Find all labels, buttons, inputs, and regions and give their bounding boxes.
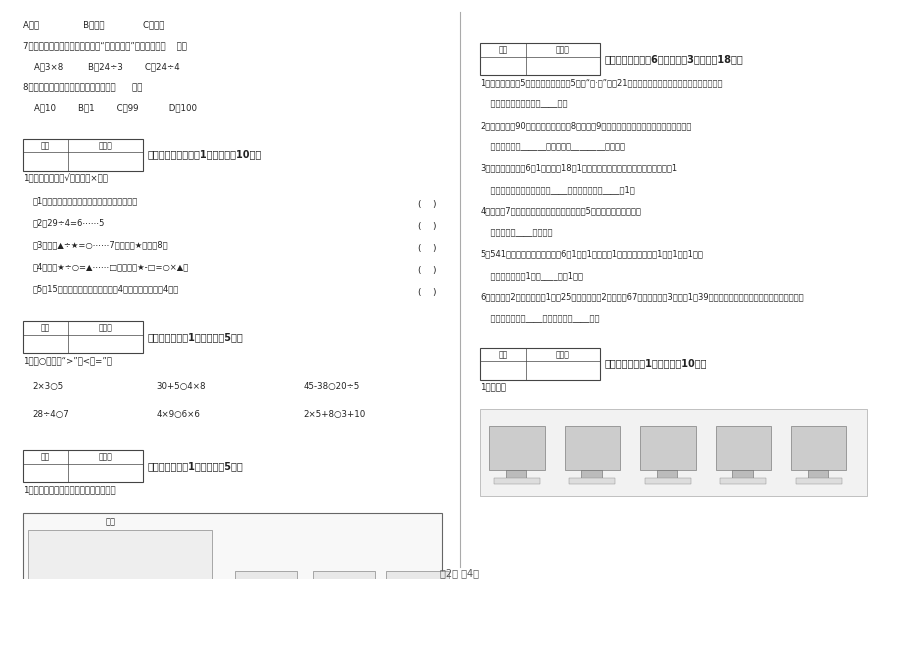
Text: 答：小红看了______页，还剩下________页没看。: 答：小红看了______页，还剩下________页没看。	[480, 142, 625, 151]
Bar	[23, 450, 142, 482]
Text: (    ): ( )	[418, 200, 437, 209]
Bar	[23, 321, 142, 353]
Text: 1、请你连一连，下面分别是谁看到的？: 1、请你连一连，下面分别是谁看到的？	[23, 485, 116, 494]
Text: 得分: 得分	[41, 141, 51, 150]
Bar	[28, 530, 211, 649]
Text: （5）15个人乘船过河，每次可过去4人，全部过去需要4次。: （5）15个人乘船过河，每次可过去4人，全部过去需要4次。	[32, 285, 178, 294]
Bar	[505, 469, 526, 478]
Text: 1、判断（对的打√，错的打×）。: 1、判断（对的打√，错的打×）。	[23, 174, 108, 183]
Text: 答：三年级订了____份，四年级订____份。: 答：三年级订了____份，四年级订____份。	[480, 314, 599, 323]
Text: 答：第二天卖的是第一天的____倍，两天共卖出____符1。: 答：第二天卖的是第一天的____倍，两天共卖出____符1。	[480, 185, 634, 194]
Text: 4×9○6×6: 4×9○6×6	[156, 410, 200, 419]
Text: 得分: 得分	[41, 324, 51, 333]
Bar	[732, 469, 752, 478]
Text: (    ): ( )	[418, 266, 437, 275]
Text: 评卷人: 评卷人	[98, 324, 112, 333]
Text: 小红: 小红	[106, 517, 116, 526]
Circle shape	[389, 629, 405, 640]
Text: 五、判断对与错（共1大题，共计10分）: 五、判断对与错（共1大题，共计10分）	[147, 150, 261, 159]
Text: 评卷人: 评卷人	[98, 141, 112, 150]
Text: 评卷人: 评卷人	[555, 350, 569, 359]
Text: A．米                B．分米              C．千米: A．米 B．分米 C．千米	[23, 20, 165, 29]
Text: 得分: 得分	[498, 46, 507, 55]
Bar	[234, 571, 297, 629]
Text: 八、解决问题（共6小题，每颙3分，共计18分）: 八、解决问题（共6小题，每颙3分，共计18分）	[604, 54, 743, 64]
Bar	[480, 44, 599, 75]
Bar	[312, 571, 375, 629]
Text: 得分: 得分	[41, 452, 51, 462]
Text: 评卷人: 评卷人	[98, 452, 112, 462]
Text: （3）如果▲÷★=○⋯⋯7，那么，★最小是8。: （3）如果▲÷★=○⋯⋯7，那么，★最小是8。	[32, 241, 167, 250]
Text: 2×3○5: 2×3○5	[32, 382, 63, 391]
Text: 七、连一连（共1大题，共计5分）: 七、连一连（共1大题，共计5分）	[147, 461, 243, 471]
Bar	[795, 478, 841, 484]
Text: (    ): ( )	[418, 244, 437, 253]
Circle shape	[315, 629, 332, 640]
Circle shape	[270, 629, 287, 640]
Bar	[569, 478, 615, 484]
Text: 7、下列算式中，不能用乘法口诀“三八二十四”来计算的是（    ）。: 7、下列算式中，不能用乘法口诀“三八二十四”来计算的是（ ）。	[23, 41, 187, 50]
Text: （2）29÷4=6⋯⋯5: （2）29÷4=6⋯⋯5	[32, 219, 105, 228]
Bar	[656, 469, 676, 478]
Text: 第2页 兲4页: 第2页 兲4页	[440, 569, 479, 578]
Bar	[581, 469, 601, 478]
Text: 45-38○20÷5: 45-38○20÷5	[303, 382, 359, 391]
Circle shape	[348, 629, 365, 640]
Text: 30+5○4×8: 30+5○4×8	[156, 382, 206, 391]
Bar	[644, 478, 690, 484]
Bar	[386, 571, 448, 629]
Text: 评卷人: 评卷人	[555, 46, 569, 55]
Bar	[715, 426, 770, 469]
Text: (    ): ( )	[418, 288, 437, 297]
Text: A．3×8         B．24÷3        C．24÷4: A．3×8 B．24÷3 C．24÷4	[23, 62, 179, 71]
Text: 六、比一比（共1大题，共计5分）: 六、比一比（共1大题，共计5分）	[147, 332, 243, 342]
Circle shape	[237, 629, 254, 640]
Bar	[23, 139, 142, 171]
Bar	[480, 348, 599, 380]
Bar	[720, 478, 766, 484]
Text: 答：没参加合唱队的有____人。: 答：没参加合唱队的有____人。	[480, 99, 567, 109]
Text: 2、小红看一本90页的书，平均每天看8页，看了9天，小红看了多少页？还剩多少页没看？: 2、小红看一本90页的书，平均每天看8页，看了9天，小红看了多少页？还剩多少页没…	[480, 121, 691, 130]
Text: 6、实验小学2年级订《数学1报》25份，三年级比2年级多计67份，四年级比3年级少1计39份，三年级订了多少份？四年级订多少份？: 6、实验小学2年级订《数学1报》25份，三年级比2年级多计67份，四年级比3年级…	[480, 292, 803, 302]
Text: （1）在有余数除法里，余数一定要比除数小。: （1）在有余数除法里，余数一定要比除数小。	[32, 197, 137, 206]
Text: 答：小刚有____张图牌。: 答：小刚有____张图牌。	[480, 228, 552, 237]
Bar	[807, 469, 827, 478]
Text: 十、综合题（共1大题，共计10分）: 十、综合题（共1大题，共计10分）	[604, 358, 706, 369]
Text: (    ): ( )	[418, 222, 437, 231]
Text: 答：平均每辆车1上有____名学1生。: 答：平均每辆车1上有____名学1生。	[480, 271, 583, 280]
Bar	[790, 426, 845, 469]
Text: 2×5+8○3+10: 2×5+8○3+10	[303, 410, 366, 419]
Text: 得分: 得分	[498, 350, 507, 359]
Bar	[480, 409, 866, 495]
Bar	[489, 426, 544, 469]
Text: A．10        B．1        C．99           D．100: A．10 B．1 C．99 D．100	[23, 103, 197, 112]
Text: 28÷4○7: 28÷4○7	[32, 410, 69, 419]
Bar	[494, 478, 539, 484]
Text: 8、最大的三位数与最小的四位数相差（      ）。: 8、最大的三位数与最小的四位数相差（ ）。	[23, 83, 142, 92]
Bar	[640, 426, 695, 469]
Text: 1、在○里填上“>”、<或=”。: 1、在○里填上“>”、<或=”。	[23, 356, 112, 365]
Bar	[564, 426, 619, 469]
Text: 3、书店第一天卖出6符1二天卖出18符1联卖的是第一天的几倍？两天共卖出几符1: 3、书店第一天卖出6符1二天卖出18符1联卖的是第一天的几倍？两天共卖出几符1	[480, 164, 676, 173]
Circle shape	[422, 629, 438, 640]
Text: 1、统计。: 1、统计。	[480, 383, 505, 392]
Text: 5、541名师生租车去春游，租了6辆1每辆1上正好有1名老师，平均每辆1上有1名学1生？: 5、541名师生租车去春游，租了6辆1每辆1上正好有1名老师，平均每辆1上有1名…	[480, 250, 702, 259]
Bar	[23, 513, 441, 650]
Text: 4、小明有7张图牌，小刚的图牌张数是小明用5倍，小刚有几张图牌？: 4、小明有7张图牌，小刚的图牌张数是小明用5倍，小刚有几张图牌？	[480, 207, 641, 216]
Text: （4）如果★÷○=▲⋯⋯□，那么，★-□=○×▲。: （4）如果★÷○=▲⋯⋯□，那么，★-□=○×▲。	[32, 263, 188, 272]
Text: 1、二年级一班有5组同学，平均每组有5个，“六·一”节有21人参加合唱队。没参加合唱队的有多少人？: 1、二年级一班有5组同学，平均每组有5个，“六·一”节有21人参加合唱队。没参加…	[480, 78, 722, 87]
